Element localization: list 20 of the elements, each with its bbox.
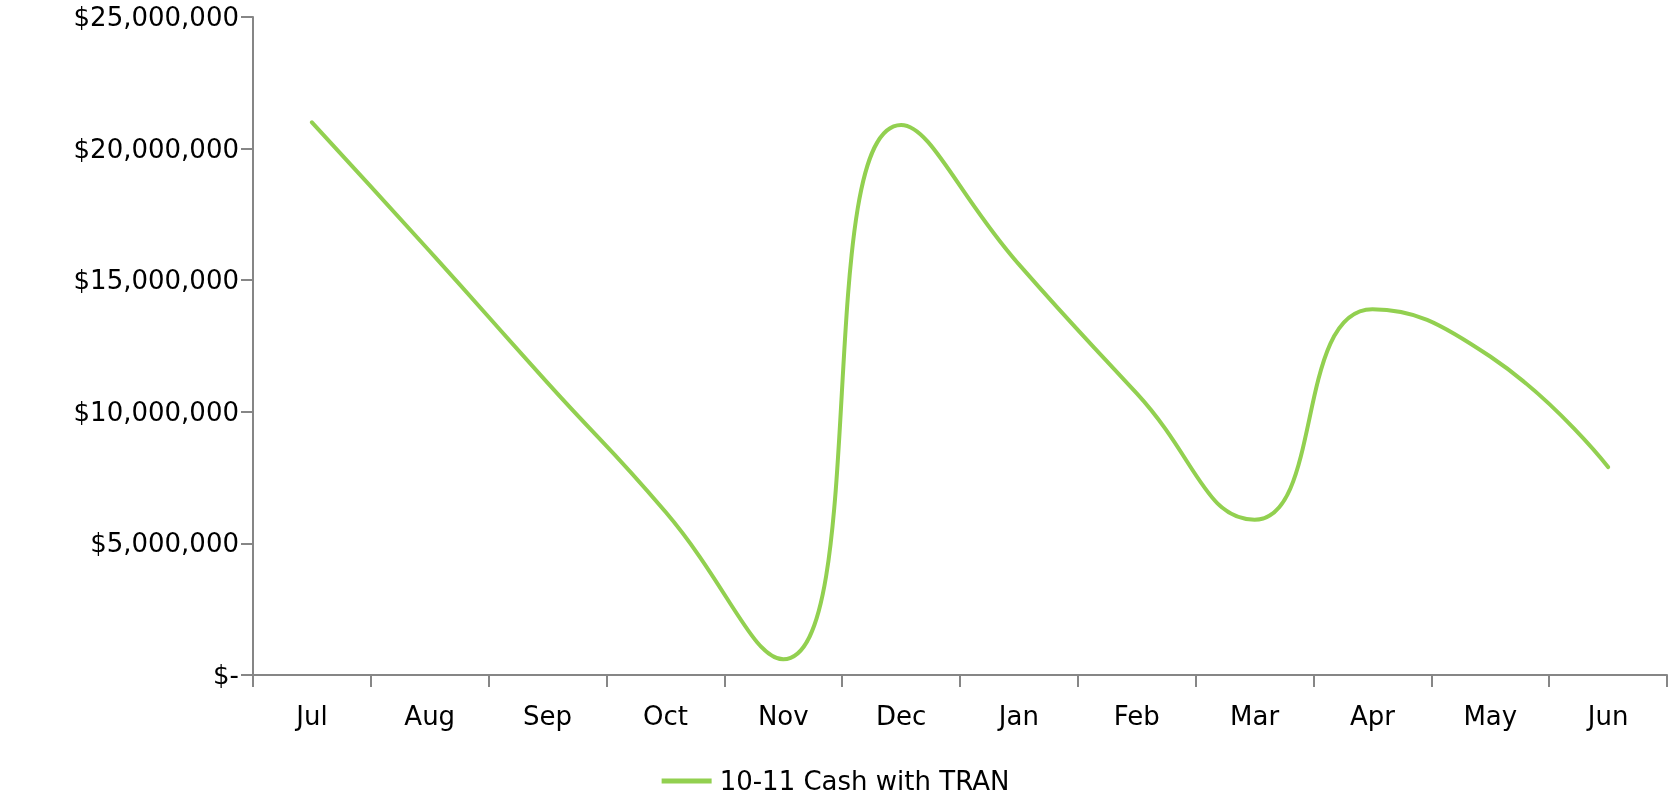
line-series bbox=[309, 120, 1611, 662]
y-tick-label: $- bbox=[213, 660, 239, 690]
y-tick-label: $5,000,000 bbox=[90, 528, 239, 559]
x-tick-label: May bbox=[1463, 701, 1518, 731]
x-tick-label: Sep bbox=[523, 701, 573, 731]
x-tick-label: Aug bbox=[404, 701, 456, 731]
legend-label: 10-11 Cash with TRAN bbox=[719, 766, 1010, 796]
y-tick-label: $20,000,000 bbox=[73, 133, 239, 164]
x-tick-label: Jul bbox=[294, 701, 328, 731]
y-tick-label: $10,000,000 bbox=[73, 396, 239, 427]
y-tick-label: $15,000,000 bbox=[73, 265, 239, 296]
x-tick-label: Feb bbox=[1113, 701, 1160, 731]
x-tick-label: Nov bbox=[757, 701, 809, 731]
x-tick-label: Apr bbox=[1349, 701, 1396, 731]
x-tick-label: Jan bbox=[996, 701, 1039, 731]
x-tick-label: Mar bbox=[1230, 701, 1280, 731]
x-tick-label: Oct bbox=[642, 701, 688, 731]
x-tick-label: Jun bbox=[1585, 701, 1629, 731]
y-tick-label: $25,000,000 bbox=[73, 2, 239, 32]
x-tick-label: Dec bbox=[875, 701, 927, 731]
